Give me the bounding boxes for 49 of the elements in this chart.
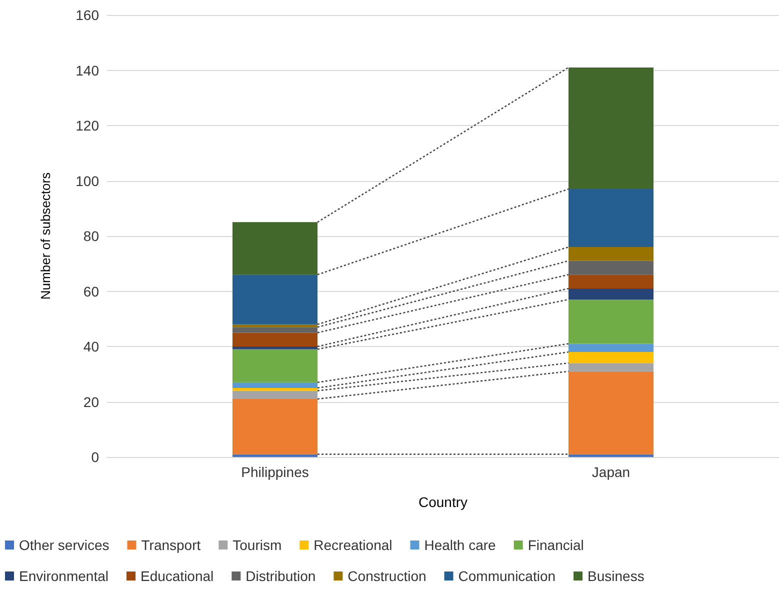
y-tick-label: 0 — [91, 449, 100, 465]
bar — [232, 382, 318, 388]
bar — [568, 363, 654, 372]
bar — [232, 390, 318, 399]
bar — [568, 67, 654, 190]
bar — [568, 247, 654, 261]
y-tick-label: 40 — [83, 338, 100, 354]
y-tick-label: 80 — [83, 228, 100, 244]
bar — [568, 189, 654, 248]
bar — [568, 260, 654, 275]
bar — [568, 288, 654, 300]
y-tick-label: 100 — [76, 172, 100, 189]
legend-label: Educational — [140, 568, 214, 584]
y-tick-label: 160 — [76, 7, 100, 23]
legend-label: Tourism — [232, 537, 282, 553]
legend-label: Communication — [458, 568, 556, 584]
x-axis-title: Country — [418, 494, 468, 510]
legend-label: Business — [588, 568, 644, 584]
bar — [232, 454, 318, 457]
bar — [568, 300, 654, 344]
legend-label: Construction — [348, 568, 426, 584]
legend-label: Recreational — [314, 537, 392, 553]
bar — [232, 349, 318, 382]
y-tick-label: 20 — [83, 394, 100, 410]
legend-label: Transport — [141, 537, 201, 553]
y-tick-label: 120 — [76, 118, 100, 134]
bar — [232, 274, 318, 324]
bar — [232, 324, 318, 328]
bar — [568, 454, 654, 457]
legend-label: Other services — [19, 537, 110, 553]
legend-label: Distribution — [246, 568, 316, 584]
legend-label: Health care — [424, 537, 496, 553]
y-tick-label: 60 — [83, 283, 100, 300]
bar — [232, 327, 318, 333]
bar — [232, 388, 318, 391]
legend-label: Financial — [528, 537, 584, 553]
legend-label: Environmental — [19, 568, 108, 584]
bar — [568, 274, 654, 288]
y-tick-label: 140 — [76, 62, 100, 78]
bar — [232, 222, 318, 275]
bar — [232, 332, 318, 346]
bar — [568, 352, 654, 364]
bar — [232, 398, 318, 454]
bar — [232, 346, 318, 350]
bar — [568, 371, 654, 454]
x-tick-label: Japan — [592, 464, 630, 480]
y-axis-title: Number of subsectors — [38, 172, 53, 300]
x-tick-label: Philippines — [241, 464, 309, 480]
bar — [568, 344, 654, 352]
